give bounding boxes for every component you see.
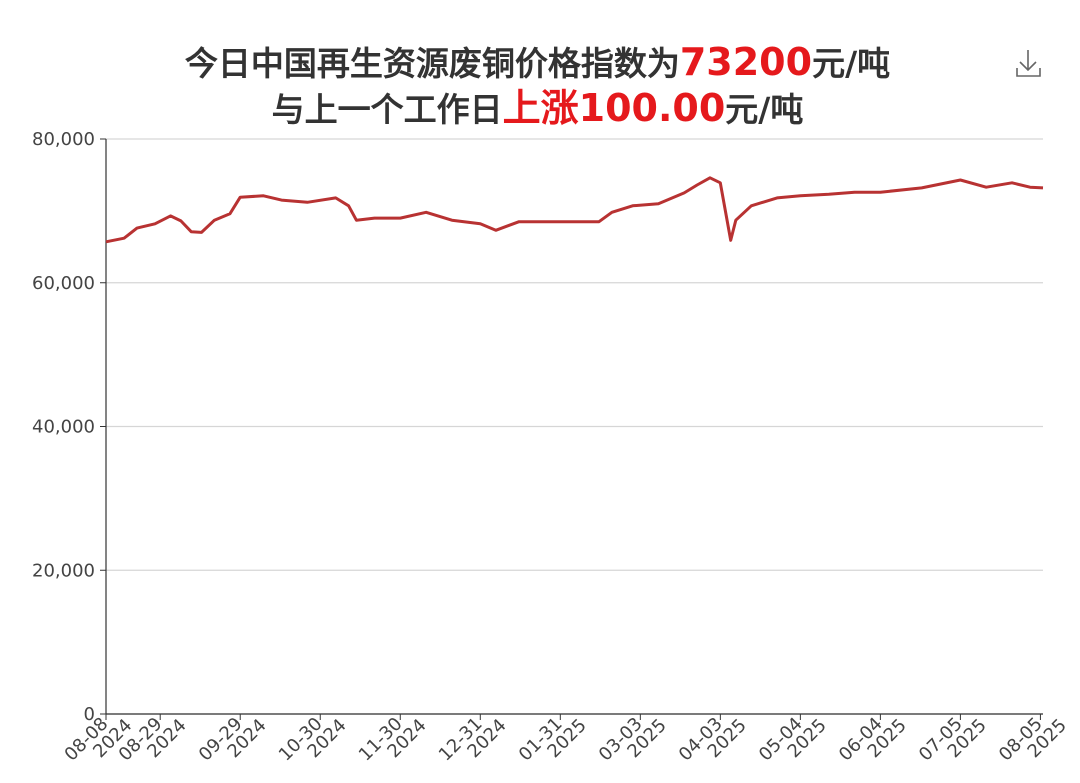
y-tick-label: 40,000: [32, 417, 95, 438]
y-tick-label: 0: [84, 704, 95, 725]
y-tick-label: 60,000: [32, 273, 95, 294]
title-text: 元/吨: [725, 90, 804, 129]
title-highlight: 上涨100.00: [502, 86, 726, 130]
title-text: 今日中国再生资源废铜价格指数为: [184, 44, 680, 83]
title-text: 元/吨: [812, 44, 891, 83]
title-highlight: 73200: [679, 40, 813, 84]
data-line: [105, 176, 1044, 244]
chart-title: 今日中国再生资源废铜价格指数为73200元/吨 与上一个工作日上涨100.00元/…: [0, 40, 1075, 132]
y-tick-label: 80,000: [32, 129, 95, 150]
y-tick-label: 20,000: [32, 560, 95, 581]
title-line: 与上一个工作日上涨100.00元/吨: [0, 86, 1075, 132]
download-icon[interactable]: [1016, 50, 1041, 77]
title-line: 今日中国再生资源废铜价格指数为73200元/吨: [0, 40, 1075, 86]
title-text: 与上一个工作日: [271, 90, 503, 129]
